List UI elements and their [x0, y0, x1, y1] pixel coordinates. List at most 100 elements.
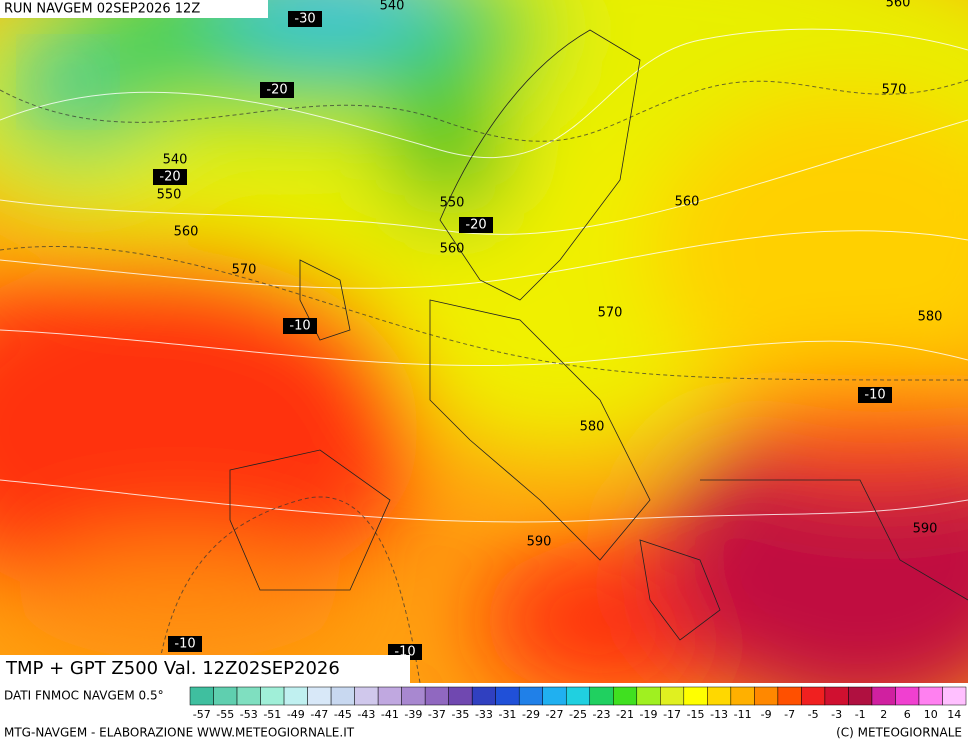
colorbar-swatch	[307, 686, 332, 706]
height-label: 550	[440, 196, 465, 211]
colorbar-label: -7	[784, 708, 795, 721]
colorbar-label: -19	[640, 708, 658, 721]
temperature-label: -20	[266, 83, 287, 98]
colorbar-label: -31	[498, 708, 516, 721]
colorbar-swatch	[565, 686, 591, 706]
colorbar-swatch	[683, 686, 708, 706]
colorbar-label: -51	[263, 708, 281, 721]
colorbar-label: -47	[310, 708, 328, 721]
height-label: 570	[232, 263, 257, 278]
height-label: 550	[157, 188, 182, 203]
colorbar-label: -29	[522, 708, 540, 721]
colorbar-swatch	[871, 686, 896, 706]
title-box	[0, 655, 410, 683]
colorbar-swatch	[424, 686, 449, 706]
footer-right: (C) METEOGIORNALE	[836, 726, 962, 740]
label-box	[168, 636, 202, 652]
colorbar-label: -13	[710, 708, 728, 721]
colorbar-label: -23	[593, 708, 611, 721]
colorbar-swatch	[848, 686, 873, 706]
isotherms	[0, 79, 968, 683]
colorbar-label: -5	[808, 708, 819, 721]
colorbar-swatch	[801, 686, 826, 706]
colorbar-swatch	[542, 686, 567, 706]
colorbar-label: -17	[663, 708, 681, 721]
colorbar-label: -27	[546, 708, 564, 721]
colorbar-label: -3	[831, 708, 842, 721]
temperature-label: -30	[294, 12, 315, 27]
colorbar-swatch	[401, 686, 426, 706]
colorbar-swatch	[613, 686, 638, 706]
colorbar-swatch	[283, 686, 308, 706]
label-box	[459, 217, 493, 233]
temperature-label: -10	[864, 388, 885, 403]
height-label: 590	[527, 535, 552, 550]
height-label: 580	[918, 310, 943, 325]
height-label: 590	[913, 522, 938, 537]
colorbar-label: -25	[569, 708, 587, 721]
height-label: 560	[675, 195, 700, 210]
temperature-field	[0, 0, 968, 683]
colorbar-label: -15	[687, 708, 705, 721]
colorbar-swatch	[377, 686, 402, 706]
colorbar-swatch	[824, 686, 849, 706]
colorbar-label: -41	[381, 708, 399, 721]
colorbar-swatch	[942, 686, 967, 706]
colorbar-label: -57	[193, 708, 211, 721]
height-label: 570	[598, 306, 623, 321]
footer-left: MTG-NAVGEM - ELABORAZIONE WWW.METEOGIORN…	[4, 726, 355, 740]
colorbar-swatch	[895, 686, 920, 706]
colorbar-label: -55	[216, 708, 234, 721]
colorbar-label: -9	[761, 708, 772, 721]
colorbar-label: -39	[404, 708, 422, 721]
colorbar-label: -35	[451, 708, 469, 721]
colorbar-swatch	[354, 686, 379, 706]
colorbar-label: 10	[924, 708, 938, 721]
height-label: 560	[440, 242, 465, 257]
colorbar-swatch	[213, 686, 238, 706]
temperature-label: -20	[159, 170, 180, 185]
colorbar-swatch	[589, 686, 614, 706]
colorbar-label: -21	[616, 708, 634, 721]
colorbar-label: -1	[855, 708, 866, 721]
colorbar-swatch	[918, 686, 943, 706]
colorbar-label: -33	[475, 708, 493, 721]
colorbar-swatch	[189, 686, 214, 706]
colorbar-label: 14	[947, 708, 961, 721]
colorbar-swatch	[518, 686, 543, 706]
colorbar-swatch	[260, 686, 285, 706]
colorbar-swatch	[660, 686, 685, 706]
colorbar-swatch	[495, 686, 520, 706]
colorbar-swatch	[636, 686, 661, 706]
colorbar-label: 6	[904, 708, 911, 721]
colorbar-swatch	[471, 686, 496, 706]
colorbar-label: -43	[357, 708, 375, 721]
colorbar-label: -11	[734, 708, 752, 721]
height-label: 570	[882, 83, 907, 98]
colorbar-swatch	[448, 686, 473, 706]
label-box	[288, 11, 322, 27]
source-label: DATI FNMOC NAVGEM 0.5°	[4, 689, 164, 703]
colorbar-swatch	[730, 686, 755, 706]
coastlines	[229, 29, 968, 641]
run-label: RUN NAVGEM 02SEP2026 12Z	[4, 2, 200, 17]
label-box	[858, 387, 892, 403]
height-label: 540	[380, 0, 405, 14]
height-label: 540	[163, 153, 188, 168]
isohypses	[0, 28, 968, 523]
colorbar-label: 2	[880, 708, 887, 721]
colorbar-swatch	[777, 686, 802, 706]
temperature-label: -10	[289, 319, 310, 334]
colorbar-label: -53	[240, 708, 258, 721]
colorbar-swatch	[236, 686, 261, 706]
temperature-label: -10	[174, 637, 195, 652]
colorbar-swatch	[754, 686, 779, 706]
colorbar-label: -45	[334, 708, 352, 721]
colorbar-label: -49	[287, 708, 305, 721]
map-title: TMP + GPT Z500 Val. 12Z02SEP2026	[5, 658, 340, 679]
colorbar-swatch	[707, 686, 732, 706]
label-box	[153, 169, 187, 185]
label-box	[260, 82, 294, 98]
